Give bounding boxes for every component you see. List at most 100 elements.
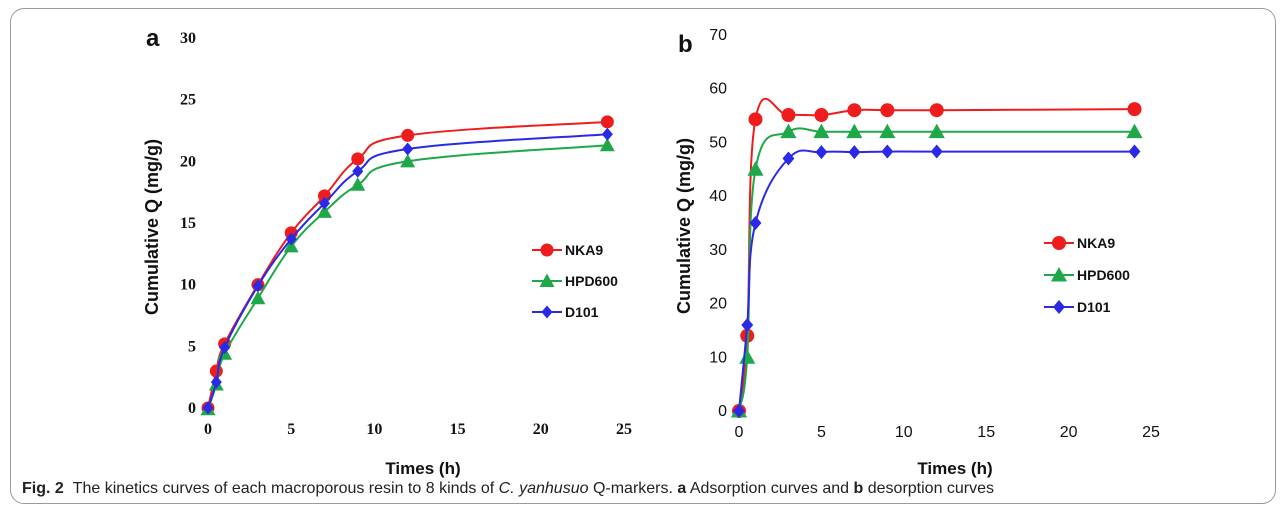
chart-a-ytick-label: 10: [180, 277, 196, 294]
chart-b-xtick-label: 5: [817, 424, 826, 441]
chart-a-xtick-label: 15: [450, 421, 466, 438]
chart-b-series-line-d101: [738, 149, 1135, 412]
chart-a-data-point-d101: [402, 142, 414, 156]
chart-a-data-point-hpd600: [599, 137, 615, 152]
chart-b-data-point-d101: [733, 404, 745, 418]
panel-label-b: b: [678, 31, 693, 58]
chart-b-data-point-d101: [1128, 144, 1141, 159]
chart-a-legend-marker-hpd600: [539, 273, 555, 287]
chart-b-legend-marker-d101: [1053, 300, 1065, 314]
chart-a-xlabel: Times (h): [385, 459, 460, 478]
chart-a-data-point-d101: [352, 164, 364, 178]
chart-b-legend-marker-nka9: [1052, 236, 1066, 250]
chart-b-data-point-nka9: [748, 112, 763, 127]
chart-a-data-point-hpd600: [350, 177, 366, 191]
chart-b-data-point-nka9: [880, 103, 895, 118]
chart-a-data-point-nka9: [351, 152, 365, 166]
chart-b-data-point-nka9: [1127, 102, 1142, 117]
chart-a-ytick-label: 5: [188, 338, 196, 355]
chart-b-ytick-label: 20: [709, 296, 727, 313]
chart-a-xtick-label: 0: [204, 421, 212, 438]
chart-a-data-point-d101: [318, 196, 331, 210]
chart-a-data-point-d101: [219, 341, 231, 355]
chart-a-data-point-hpd600: [283, 238, 299, 253]
chart-b-data-point-hpd600: [846, 123, 863, 139]
chart-a-data-point-nka9: [600, 115, 614, 129]
chart-a-ytick-label: 25: [180, 92, 196, 109]
chart-a-legend-label-d101: D101: [565, 304, 599, 320]
chart-b-xtick-label: 25: [1142, 424, 1160, 441]
caption-fig-label: Fig. 2: [22, 480, 64, 497]
chart-b-ytick-label: 50: [709, 134, 727, 151]
chart-a-data-point-hpd600: [400, 153, 416, 168]
chart-a-data-point-d101: [252, 279, 264, 293]
chart-b-ytick-label: 10: [709, 349, 727, 366]
caption-panel-b: b: [853, 480, 864, 497]
chart-b-xtick-label: 0: [735, 424, 744, 441]
chart-a-data-point-d101: [285, 232, 297, 246]
chart-b-data-point-d101: [930, 144, 943, 159]
chart-a-series-line-d101: [207, 133, 608, 409]
chart-b-data-point-d101: [815, 145, 828, 160]
chart-b-data-point-nka9: [929, 103, 944, 118]
chart-b-ytick-label: 60: [709, 81, 727, 98]
chart-a-xtick-label: 5: [287, 421, 295, 438]
chart-b-data-point-hpd600: [879, 123, 896, 139]
figure-caption: Fig. 2 The kinetics curves of each macro…: [22, 480, 994, 498]
chart-b-ytick-label: 30: [709, 242, 727, 259]
caption-text-4: desorption curves: [863, 480, 995, 497]
chart-b-data-point-hpd600: [747, 161, 764, 176]
chart-b-xlabel: Times (h): [917, 459, 992, 478]
chart-b-legend-label-nka9: NKA9: [1077, 235, 1115, 251]
chart-a-xtick-label: 25: [616, 421, 632, 438]
chart-b-data-point-hpd600: [739, 349, 756, 364]
figure-frame: [10, 8, 1276, 504]
chart-b-data-point-hpd600: [780, 123, 797, 139]
chart-a-ytick-label: 0: [188, 400, 196, 417]
chart-a-data-point-d101: [210, 375, 222, 389]
chart-b-data-point-hpd600: [813, 123, 830, 139]
chart-b-data-point-nka9: [814, 108, 829, 123]
chart-a-ytick-label: 20: [180, 153, 196, 170]
chart-a-legend-label-hpd600: HPD600: [565, 273, 618, 289]
caption-text-2: Q-markers.: [588, 480, 678, 497]
chart-b-legend-marker-hpd600: [1050, 266, 1068, 282]
chart-b-xtick-label: 20: [1060, 424, 1078, 441]
chart-a-legend-marker-d101: [541, 305, 553, 319]
caption-text-3: Adsorption curves and: [686, 480, 854, 497]
chart-b-ytick-label: 0: [718, 403, 727, 420]
chart-b-series-line-hpd600: [738, 127, 1135, 412]
chart-b-data-point-d101: [782, 151, 795, 166]
chart-b-legend-label-d101: D101: [1077, 299, 1111, 315]
chart-b-legend-label-hpd600: HPD600: [1077, 267, 1130, 283]
chart-a-ytick-label: 30: [180, 30, 196, 47]
chart-a-data-point-nka9: [401, 128, 415, 142]
chart-a-data-point-hpd600: [250, 290, 266, 305]
chart-b-xtick-label: 15: [977, 424, 995, 441]
chart-a-ytick-label: 15: [180, 215, 196, 232]
chart-a-xtick-label: 20: [533, 421, 549, 438]
chart-b-data-point-hpd600: [1126, 123, 1143, 139]
chart-b-ytick-label: 70: [709, 27, 727, 44]
panel-label-a: a: [146, 25, 160, 52]
chart-a-ylabel: Cumulative Q (mg/g): [142, 139, 162, 315]
chart-b-data-point-nka9: [847, 103, 862, 118]
caption-panel-a: a: [677, 480, 687, 497]
chart-b-data-point-nka9: [781, 108, 796, 123]
chart-b-data-point-d101: [848, 145, 861, 160]
chart-b-xtick-label: 10: [895, 424, 913, 441]
chart-a-data-point-d101: [202, 401, 214, 415]
chart-a-legend-label-nka9: NKA9: [565, 242, 603, 258]
chart-b-data-point-hpd600: [928, 123, 945, 139]
chart-b-ylabel: Cumulative Q (mg/g): [674, 138, 694, 314]
chart-a-legend-marker-nka9: [540, 243, 554, 257]
chart-b-data-point-d101: [749, 216, 762, 230]
chart-a-xtick-label: 10: [366, 421, 382, 438]
chart-a-data-point-d101: [601, 127, 613, 141]
chart-b-data-point-d101: [881, 144, 894, 159]
chart-b-data-point-d101: [741, 318, 754, 333]
chart-b-ytick-label: 40: [709, 188, 727, 205]
chart-a-data-point-hpd600: [317, 204, 332, 218]
caption-species: C. yanhusuo: [498, 480, 589, 497]
